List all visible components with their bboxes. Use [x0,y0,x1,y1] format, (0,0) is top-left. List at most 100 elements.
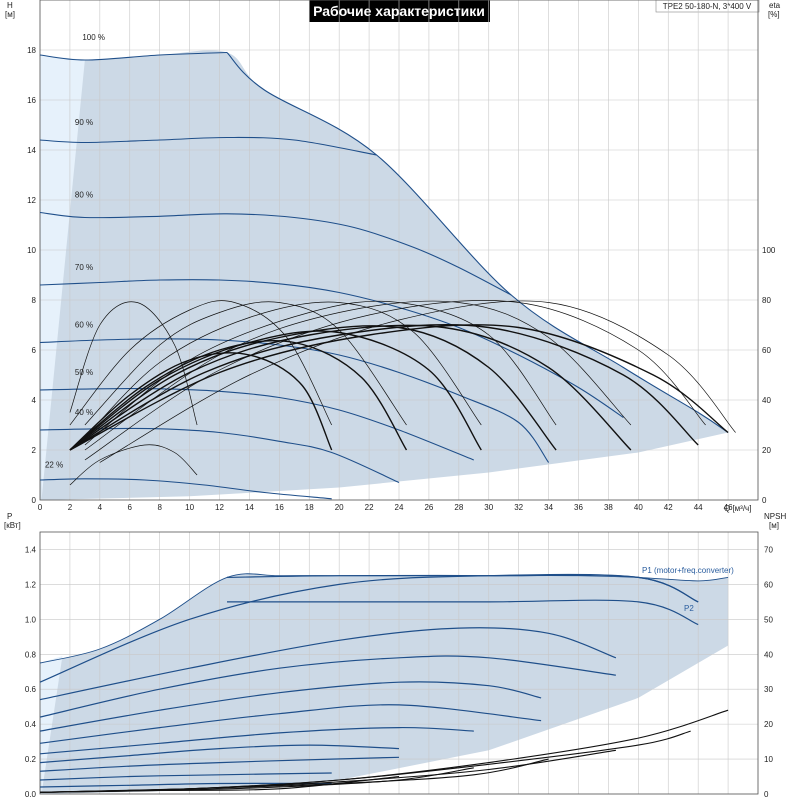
top-xtick: 20 [335,503,344,512]
bottom-ytick: 0.0 [25,790,37,799]
curve-p-80 [39,627,617,701]
bottom-yunit-right: [м] [769,521,779,530]
top-xtick: 30 [484,503,493,512]
curve-npsh-4 [39,758,549,793]
top-operating-area [40,50,729,500]
curve-p-30 [39,772,332,781]
curve-eta-b5 [69,324,632,451]
curve-60 [39,338,550,463]
top-ytick-right: 40 [762,396,771,405]
bottom-ytick: 0.6 [25,685,37,694]
bottom-ytick: 1.0 [25,615,37,624]
curve-50 [39,387,475,461]
bottom-ytick-right: 0 [764,790,769,799]
bottom-ylabel-right: NPSH [764,512,786,521]
speed-label-90: 90 % [75,118,93,127]
p1-label: P1 (motor+freq.converter) [642,566,734,575]
power-low-flow-wedge [40,656,63,794]
model-box [655,0,760,13]
bottom-curves [39,573,729,793]
top-ytick: 12 [27,196,36,205]
bottom-ytick: 1.2 [25,580,37,589]
top-xtick: 34 [544,503,553,512]
bottom-ytick: 0.2 [25,755,37,764]
curve-eta-4 [84,301,482,438]
low-flow-wedge [40,55,85,500]
top-ytick: 18 [27,46,36,55]
speed-label-22: 22 % [45,461,63,470]
top-ytick-right: 80 [762,296,771,305]
top-ytick-right: 20 [762,446,771,455]
curve-p-50 [39,726,474,755]
curve-eta-b2 [69,340,408,451]
top-grid [39,0,759,501]
curve-22 [39,478,332,500]
speed-label-100: 100 % [82,33,105,42]
bottom-tick-labels: 0.0 0.2 0.4 0.6 0.8 1.0 1.2 1.4 0 10 20 30 40 50 60 70 [25,545,774,799]
top-ylabel-right: eta [769,1,781,10]
curve-eta-22 [69,444,198,486]
bottom-ytick-right: 70 [764,545,773,554]
model-label: TPE2 50-180-N, 3*400 V [663,2,752,11]
top-yunit: [м] [5,10,15,19]
bottom-yunit: [кВт] [4,521,21,530]
top-xtick: 24 [395,503,404,512]
speed-label-40: 40 % [75,408,93,417]
top-ytick: 4 [32,396,37,405]
curve-100 [39,51,228,61]
bottom-ytick-right: 10 [764,755,773,764]
top-xtick: 36 [574,503,583,512]
top-ytick: 8 [32,296,37,305]
top-frame [39,0,759,501]
speed-label-60: 60 % [75,321,93,330]
curve-p-55 [39,704,542,744]
curve-90 [39,136,377,156]
bottom-ytick-right: 30 [764,685,773,694]
bottom-ytick: 0.4 [25,720,37,729]
bottom-ytick: 1.4 [25,545,37,554]
top-xtick: 38 [604,503,613,512]
top-xtick: 2 [68,503,73,512]
top-xtick: 46 [724,503,733,512]
top-ytick: 2 [32,446,37,455]
curve-p-90 [39,573,699,683]
top-xtick: 10 [185,503,194,512]
curve-70 [39,279,624,418]
curve-p-45 [39,744,400,764]
top-ytick: 0 [32,496,37,505]
speed-label-70: 70 % [75,263,93,272]
top-yunit-right: [%] [768,10,780,19]
top-xtick: 18 [305,503,314,512]
top-ytick: 14 [27,146,36,155]
top-ytick-right: 0 [762,496,767,505]
curve-eta-3 [84,301,407,426]
top-ytick: 10 [27,246,36,255]
curve-p-70 [39,655,616,718]
bottom-ytick-right: 50 [764,615,773,624]
top-ytick-right: 60 [762,346,771,355]
top-curves [39,51,736,500]
curve-eta-b4 [69,325,557,451]
top-speed-labels: 100 % 90 % 80 % 70 % 60 % 50 % 40 % 22 % [45,33,105,470]
speed-label-50: 50 % [75,368,93,377]
curve-npsh-6 [39,775,400,793]
bottom-ytick-right: 40 [764,650,773,659]
top-ylabel: H [7,1,13,10]
curve-eta-b7 [69,324,729,451]
top-xtick: 8 [157,503,162,512]
top-xtick: 4 [98,503,103,512]
curve-eta-b3 [69,330,482,451]
bottom-ylabel: P [7,512,12,521]
curve-eta-2 [69,300,333,426]
curve-p-40 [39,756,400,772]
top-xtick: 32 [514,503,523,512]
speed-label-80: 80 % [75,191,93,200]
top-ytick: 6 [32,346,37,355]
title-box [309,0,490,22]
top-xtick: 0 [38,503,43,512]
operating-envelope [40,50,729,500]
top-xtick: 14 [245,503,254,512]
